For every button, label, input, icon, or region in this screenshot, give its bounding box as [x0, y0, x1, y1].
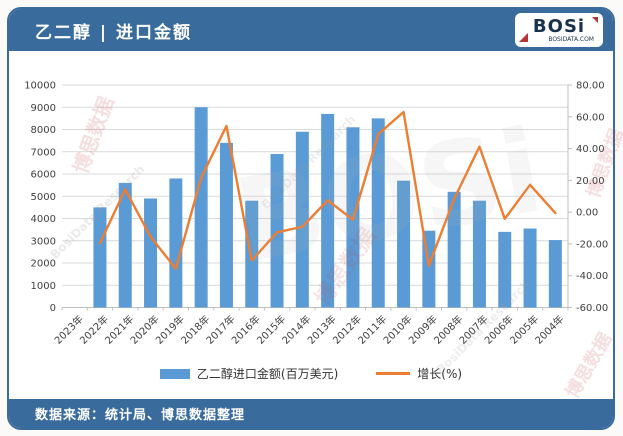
- report-card: 乙二醇 | 进口金额 BOSi BOSIDATA.COM 乙二醇进口金额(百万美…: [7, 7, 615, 430]
- logo-triangle-icon: [519, 33, 528, 42]
- data-source-text: 数据来源：统计局、博思数据整理: [35, 408, 246, 423]
- page-title: 乙二醇 | 进口金额: [35, 22, 193, 43]
- bar-series-swatch: [159, 368, 190, 379]
- line-series-swatch: [376, 372, 411, 375]
- legend-item-growth: 增长(%): [376, 365, 462, 382]
- logo-corner-icon: [592, 17, 598, 23]
- legend-label-growth: 增长(%): [417, 367, 463, 381]
- logo-subtext: BOSIDATA.COM: [548, 35, 594, 43]
- chart-header: 乙二醇 | 进口金额 BOSi BOSIDATA.COM: [9, 9, 613, 51]
- source-footer: 数据来源：统计局、博思数据整理: [9, 399, 613, 428]
- legend-item-import-amount: 乙二醇进口金额(百万美元): [159, 365, 339, 382]
- logo-text: BOSi: [532, 15, 586, 37]
- legend-label-import-amount: 乙二醇进口金额(百万美元): [196, 367, 339, 381]
- chart-legend: 乙二醇进口金额(百万美元) 增长(%): [9, 365, 613, 382]
- bosi-logo: BOSi BOSIDATA.COM: [515, 13, 603, 47]
